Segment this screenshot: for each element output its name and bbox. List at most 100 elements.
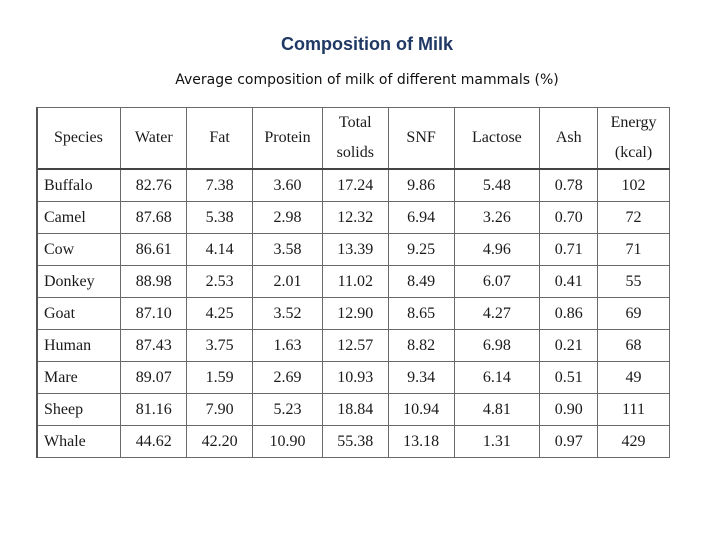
value-cell: 55 — [597, 265, 670, 298]
value-cell: 87.68 — [120, 201, 188, 234]
value-cell: 49 — [597, 361, 670, 394]
value-cell: 4.14 — [186, 233, 254, 266]
value-cell: 3.58 — [252, 233, 323, 266]
value-cell: 3.75 — [186, 329, 254, 362]
value-cell: 0.51 — [539, 361, 599, 394]
value-cell: 0.97 — [539, 425, 599, 458]
table-row: Whale 44.62 42.20 10.90 55.38 13.18 1.31 0.97 42… — [36, 425, 670, 458]
table-row: Mare 89.07 1.59 2.69 10.93 9.34 6.14 0.51 49 — [36, 361, 670, 394]
value-cell: 6.98 — [453, 329, 541, 362]
value-cell: 5.48 — [453, 168, 541, 202]
species-cell: Human — [36, 329, 122, 362]
species-cell: Cow — [36, 233, 122, 266]
value-cell: 18.84 — [321, 393, 389, 426]
value-cell: 12.90 — [321, 297, 389, 330]
column-header: Water — [120, 107, 188, 170]
value-cell: 6.94 — [387, 201, 455, 234]
value-cell: 6.07 — [453, 265, 541, 298]
column-header-line: SNF — [406, 129, 436, 146]
species-cell: Sheep — [36, 393, 122, 426]
species-cell: Mare — [36, 361, 122, 394]
value-cell: 5.23 — [252, 393, 323, 426]
page-title: Composition of Milk — [281, 34, 453, 54]
value-cell: 9.34 — [387, 361, 455, 394]
value-cell: 89.07 — [120, 361, 188, 394]
table-header-row: Species Water Fat Protein Total solids SNF Lact… — [36, 107, 670, 170]
value-cell: 12.32 — [321, 201, 389, 234]
column-header: Species — [36, 107, 122, 170]
column-header-line: Lactose — [472, 129, 522, 146]
table-row: Goat 87.10 4.25 3.52 12.90 8.65 4.27 0.86 69 — [36, 297, 670, 330]
table-row: Cow 86.61 4.14 3.58 13.39 9.25 4.96 0.71 71 — [36, 233, 670, 266]
species-cell: Whale — [36, 425, 122, 458]
value-cell: 111 — [597, 393, 670, 426]
column-header: Protein — [252, 107, 323, 170]
species-cell: Camel — [36, 201, 122, 234]
value-cell: 8.65 — [387, 297, 455, 330]
value-cell: 88.98 — [120, 265, 188, 298]
value-cell: 4.27 — [453, 297, 541, 330]
value-cell: 2.53 — [186, 265, 254, 298]
value-cell: 8.82 — [387, 329, 455, 362]
value-cell: 3.52 — [252, 297, 323, 330]
value-cell: 55.38 — [321, 425, 389, 458]
table-row: Donkey 88.98 2.53 2.01 11.02 8.49 6.07 0.41 55 — [36, 265, 670, 298]
column-header-line: Ash — [555, 129, 582, 146]
value-cell: 0.90 — [539, 393, 599, 426]
value-cell: 7.90 — [186, 393, 254, 426]
column-header-line: Fat — [209, 129, 230, 146]
table-row: Sheep 81.16 7.90 5.23 18.84 10.94 4.81 0.90 111 — [36, 393, 670, 426]
species-cell: Donkey — [36, 265, 122, 298]
value-cell: 9.25 — [387, 233, 455, 266]
column-header: Fat — [186, 107, 254, 170]
column-header: Lactose — [453, 107, 541, 170]
value-cell: 102 — [597, 168, 670, 202]
value-cell: 82.76 — [120, 168, 188, 202]
value-cell: 1.31 — [453, 425, 541, 458]
value-cell: 10.90 — [252, 425, 323, 458]
column-header-line: Species — [54, 129, 103, 146]
value-cell: 87.43 — [120, 329, 188, 362]
column-header-line: (kcal) — [614, 144, 653, 161]
species-cell: Buffalo — [36, 168, 122, 202]
value-cell: 13.39 — [321, 233, 389, 266]
species-cell: Goat — [36, 297, 122, 330]
table-row: Camel 87.68 5.38 2.98 12.32 6.94 3.26 0.70 72 — [36, 201, 670, 234]
table-row: Human 87.43 3.75 1.63 12.57 8.82 6.98 0.21 68 — [36, 329, 670, 362]
value-cell: 11.02 — [321, 265, 389, 298]
value-cell: 81.16 — [120, 393, 188, 426]
value-cell: 7.38 — [186, 168, 254, 202]
value-cell: 0.21 — [539, 329, 599, 362]
value-cell: 0.78 — [539, 168, 599, 202]
value-cell: 44.62 — [120, 425, 188, 458]
value-cell: 4.25 — [186, 297, 254, 330]
column-header-line: Energy — [610, 114, 657, 131]
value-cell: 3.26 — [453, 201, 541, 234]
column-header-line: Total — [338, 114, 372, 131]
value-cell: 17.24 — [321, 168, 389, 202]
value-cell: 8.49 — [387, 265, 455, 298]
value-cell: 12.57 — [321, 329, 389, 362]
value-cell: 13.18 — [387, 425, 455, 458]
value-cell: 2.01 — [252, 265, 323, 298]
value-cell: 42.20 — [186, 425, 254, 458]
column-header-line: solids — [336, 144, 374, 161]
column-header: Total solids — [321, 107, 389, 170]
milk-composition-table: Species Water Fat Protein Total solids SNF Lact… — [36, 107, 670, 458]
value-cell: 10.94 — [387, 393, 455, 426]
value-cell: 1.63 — [252, 329, 323, 362]
value-cell: 87.10 — [120, 297, 188, 330]
value-cell: 0.71 — [539, 233, 599, 266]
table-caption: Average composition of milk of different… — [175, 72, 559, 88]
value-cell: 86.61 — [120, 233, 188, 266]
value-cell: 68 — [597, 329, 670, 362]
value-cell: 72 — [597, 201, 670, 234]
value-cell: 4.81 — [453, 393, 541, 426]
value-cell: 6.14 — [453, 361, 541, 394]
value-cell: 5.38 — [186, 201, 254, 234]
column-header: Ash — [539, 107, 599, 170]
value-cell: 69 — [597, 297, 670, 330]
value-cell: 3.60 — [252, 168, 323, 202]
value-cell: 1.59 — [186, 361, 254, 394]
table-row: Buffalo 82.76 7.38 3.60 17.24 9.86 5.48 0.78 102 — [36, 168, 670, 202]
